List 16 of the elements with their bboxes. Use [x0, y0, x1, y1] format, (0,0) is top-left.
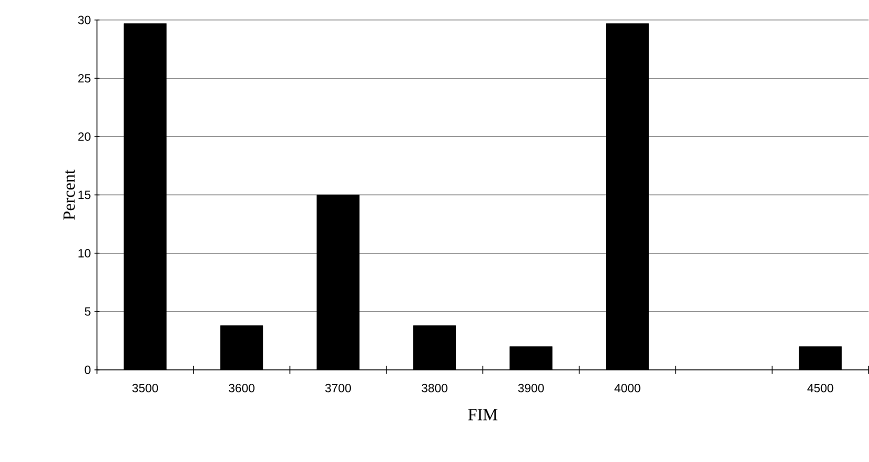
y-axis-title: Percent — [64, 170, 75, 220]
y-tick-label: 10 — [78, 249, 90, 258]
y-tick-label: 30 — [78, 16, 90, 24]
y-tick-label: 25 — [78, 74, 90, 83]
y-tick-label: 15 — [78, 190, 90, 200]
y-tick-label: 0 — [84, 366, 90, 374]
x-tick-label: 4000 — [614, 384, 640, 392]
x-tick-label: 3700 — [325, 384, 351, 392]
x-tick-label: 3800 — [422, 384, 448, 392]
y-tick-label: 20 — [78, 132, 90, 141]
x-tick-label: 3500 — [132, 384, 158, 392]
y-tick-label: 5 — [84, 307, 90, 316]
x-axis-title: FIM — [468, 409, 498, 420]
x-tick-label: 3600 — [228, 384, 254, 392]
x-tick-label: 3900 — [518, 384, 544, 392]
x-tick-label: 4500 — [807, 384, 834, 392]
